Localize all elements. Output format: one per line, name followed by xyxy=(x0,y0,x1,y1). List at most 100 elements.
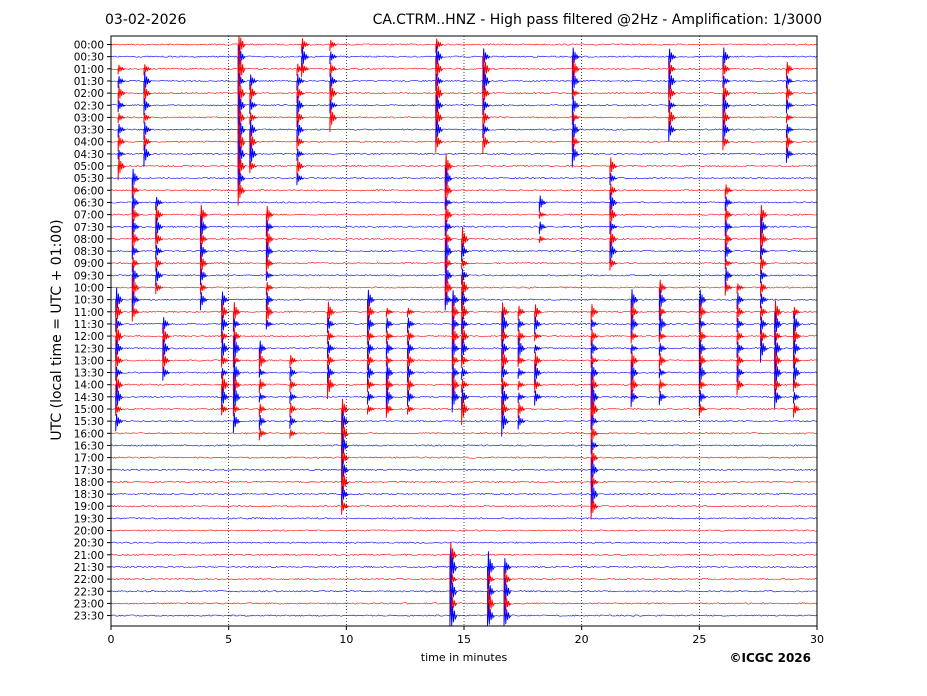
y-tick-label: 13:30 xyxy=(74,368,104,380)
event-burst xyxy=(367,379,375,393)
event-burst xyxy=(658,342,667,356)
y-tick-label: 15:30 xyxy=(74,416,104,428)
event-burst xyxy=(131,205,140,228)
event-burst xyxy=(265,220,274,237)
event-burst xyxy=(258,351,267,374)
y-tick-label: 12:00 xyxy=(74,331,104,343)
event-burst xyxy=(487,602,495,627)
event-burst xyxy=(658,379,667,393)
event-burst xyxy=(407,365,415,383)
event-burst xyxy=(367,391,375,405)
event-burst xyxy=(117,76,126,88)
event-burst xyxy=(327,374,335,400)
event-burst xyxy=(760,217,768,241)
trace-row-2300 xyxy=(110,602,817,605)
event-burst xyxy=(571,88,580,100)
event-burst xyxy=(296,157,305,178)
x-axis-ticks: 0 5 10 15 20 25 30 xyxy=(108,626,824,646)
event-burst xyxy=(461,258,469,270)
trace-row-2200 xyxy=(110,578,817,581)
event-burst xyxy=(329,83,338,108)
event-burst xyxy=(722,107,731,132)
event-burst xyxy=(131,245,140,260)
event-burst xyxy=(724,243,733,263)
event-burst xyxy=(327,301,335,327)
event-burst xyxy=(407,340,415,359)
event-burst xyxy=(724,184,733,199)
event-burst xyxy=(760,204,768,229)
event-burst xyxy=(115,404,123,416)
trace-row-0500 xyxy=(110,164,817,168)
trace-row-0600 xyxy=(110,189,817,192)
event-burst xyxy=(760,329,768,347)
event-burst xyxy=(143,71,152,95)
event-burst xyxy=(451,363,460,385)
trace-row-0430 xyxy=(110,152,817,155)
event-burst xyxy=(658,368,667,379)
event-burst xyxy=(296,95,305,119)
event-burst xyxy=(296,63,305,76)
event-burst xyxy=(534,363,542,386)
copyright-notice: ©ICGC 2026 xyxy=(729,651,811,665)
event-burst xyxy=(232,403,241,417)
event-burst xyxy=(630,351,639,374)
event-burst xyxy=(385,362,394,387)
event-burst xyxy=(131,168,140,192)
event-burst xyxy=(341,485,349,506)
event-burst xyxy=(461,388,469,409)
event-burst xyxy=(385,387,394,411)
event-burst xyxy=(658,313,667,339)
event-burst xyxy=(785,133,794,153)
event-burst xyxy=(115,413,123,432)
event-burst xyxy=(115,318,123,333)
event-burst xyxy=(590,340,599,360)
event-burst xyxy=(221,302,229,325)
event-burst xyxy=(407,390,415,407)
event-burst xyxy=(327,317,335,334)
y-tick-label: 04:00 xyxy=(74,137,104,149)
event-burst xyxy=(155,196,163,211)
event-burst xyxy=(793,306,801,319)
event-burst xyxy=(668,61,676,80)
event-burst xyxy=(609,205,618,229)
event-burst xyxy=(793,402,801,418)
event-burst xyxy=(265,241,274,265)
event-burst xyxy=(698,302,707,326)
event-burst xyxy=(265,255,274,275)
event-burst xyxy=(609,257,618,271)
event-burst xyxy=(444,220,453,237)
y-tick-label: 22:30 xyxy=(74,586,104,598)
event-burst xyxy=(131,229,140,253)
event-burst xyxy=(385,307,394,318)
event-burst xyxy=(155,217,164,240)
event-burst xyxy=(385,340,394,359)
event-burst xyxy=(221,387,229,411)
event-burst xyxy=(221,291,229,311)
event-burst xyxy=(571,112,580,125)
event-burst xyxy=(296,148,305,161)
event-burst xyxy=(590,439,599,455)
trace-row-2030 xyxy=(110,541,817,544)
event-burst xyxy=(760,255,768,275)
event-burst xyxy=(774,360,782,390)
event-burst xyxy=(115,339,123,361)
event-burst xyxy=(444,203,453,230)
event-burst xyxy=(736,283,745,294)
event-burst xyxy=(736,318,745,333)
event-burst xyxy=(289,402,298,418)
trace-row-0530 xyxy=(110,177,817,180)
event-burst xyxy=(367,340,375,360)
event-burst xyxy=(143,85,152,105)
event-burst xyxy=(774,388,782,409)
event-burst xyxy=(698,327,707,348)
event-burst xyxy=(289,366,298,381)
y-tick-label: 14:30 xyxy=(74,392,104,404)
trace-row-0730 xyxy=(110,225,817,228)
event-burst xyxy=(503,557,512,580)
y-tick-label: 12:30 xyxy=(74,343,104,355)
event-burst xyxy=(131,304,140,322)
event-burst xyxy=(501,410,510,437)
event-burst xyxy=(162,339,171,362)
event-burst xyxy=(538,195,547,213)
event-burst xyxy=(461,291,469,311)
